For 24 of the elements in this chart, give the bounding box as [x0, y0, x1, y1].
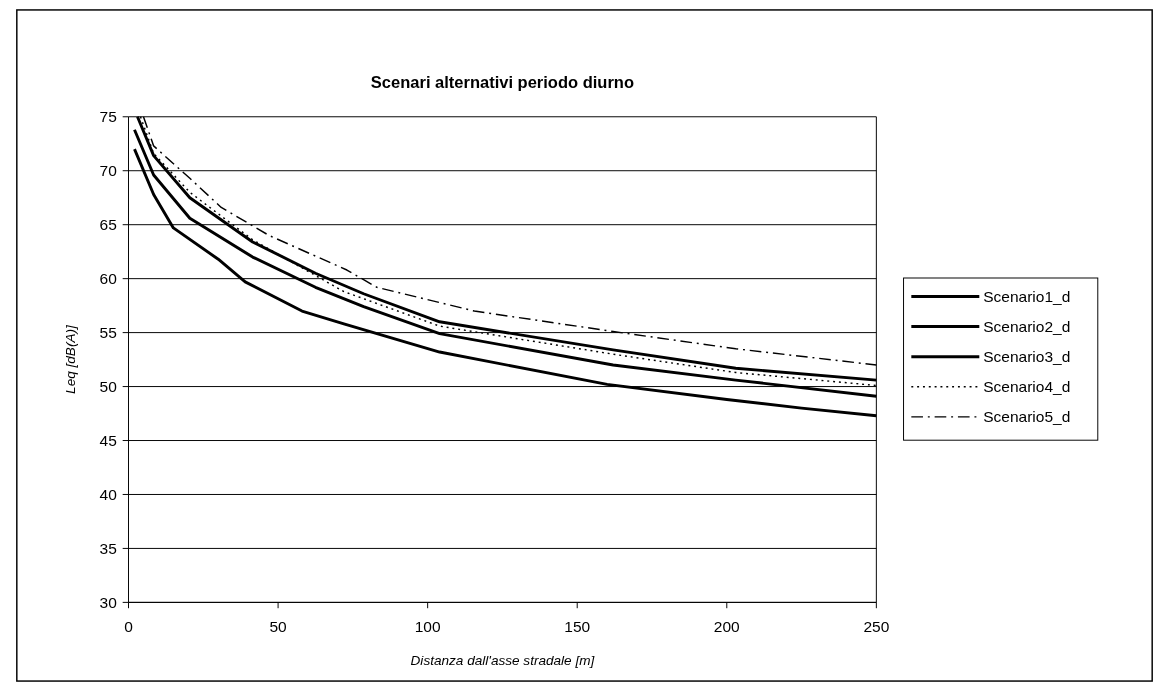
x-tick-label: 150 [564, 617, 591, 635]
y-tick-label: 60 [99, 270, 118, 288]
y-tick-label: 45 [99, 431, 117, 449]
y-tick-label: 70 [99, 162, 118, 180]
y-tick-label: 30 [99, 593, 118, 611]
x-tick-label: 250 [863, 617, 890, 635]
chart-title: Scenari alternativi periodo diurno [370, 72, 634, 91]
y-tick-label: 35 [99, 539, 117, 557]
y-tick-label: 65 [99, 216, 117, 234]
legend-label: Scenario3_d [983, 348, 1071, 366]
x-tick-label: 50 [269, 617, 288, 635]
x-axis-title: Distanza dall'asse stradale [m] [410, 652, 596, 668]
y-tick-label: 55 [99, 324, 117, 342]
legend-label: Scenario2_d [983, 318, 1071, 335]
y-tick-label: 40 [99, 485, 118, 503]
y-tick-label: 75 [99, 108, 117, 126]
legend-label: Scenario4_d [983, 378, 1071, 396]
x-tick-label: 100 [414, 617, 441, 635]
y-tick-label: 50 [99, 378, 118, 395]
x-tick-label: 0 [124, 617, 134, 635]
x-tick-label: 200 [713, 617, 741, 635]
legend-label: Scenario1_d [983, 287, 1071, 305]
y-axis-title: Leq [dB(A)] [63, 324, 79, 394]
legend-label: Scenario5_d [983, 408, 1071, 426]
